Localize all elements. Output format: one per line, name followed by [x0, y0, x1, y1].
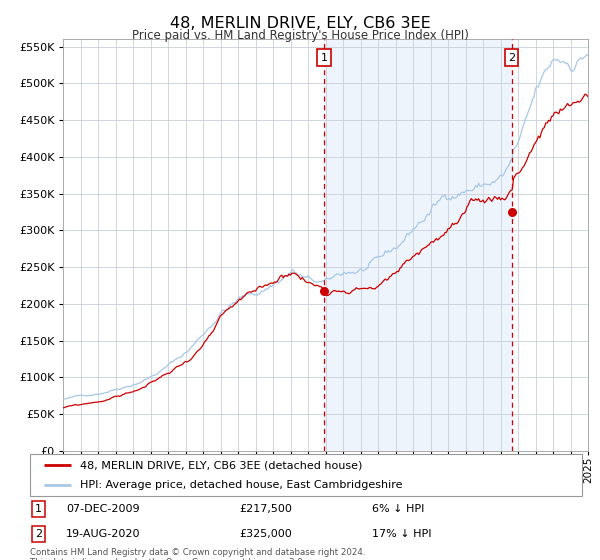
- Text: Contains HM Land Registry data © Crown copyright and database right 2024.
This d: Contains HM Land Registry data © Crown c…: [30, 548, 365, 560]
- Bar: [324, 39, 512, 451]
- Text: 48, MERLIN DRIVE, ELY, CB6 3EE: 48, MERLIN DRIVE, ELY, CB6 3EE: [170, 16, 430, 31]
- Text: 1: 1: [320, 53, 328, 63]
- Text: HPI: Average price, detached house, East Cambridgeshire: HPI: Average price, detached house, East…: [80, 480, 402, 490]
- Text: 1: 1: [35, 504, 42, 514]
- Text: 19-AUG-2020: 19-AUG-2020: [66, 529, 140, 539]
- Text: £217,500: £217,500: [240, 504, 293, 514]
- Text: 17% ↓ HPI: 17% ↓ HPI: [372, 529, 432, 539]
- Text: 07-DEC-2009: 07-DEC-2009: [66, 504, 140, 514]
- Text: £325,000: £325,000: [240, 529, 293, 539]
- Text: 6% ↓ HPI: 6% ↓ HPI: [372, 504, 425, 514]
- FancyBboxPatch shape: [30, 454, 582, 496]
- Text: 2: 2: [508, 53, 515, 63]
- Text: 2: 2: [35, 529, 42, 539]
- Text: 48, MERLIN DRIVE, ELY, CB6 3EE (detached house): 48, MERLIN DRIVE, ELY, CB6 3EE (detached…: [80, 460, 362, 470]
- Text: Price paid vs. HM Land Registry's House Price Index (HPI): Price paid vs. HM Land Registry's House …: [131, 29, 469, 42]
